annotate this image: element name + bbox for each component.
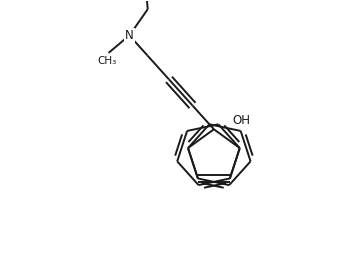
Text: N: N [125,29,134,42]
Text: CH₃: CH₃ [97,55,117,66]
Text: OH: OH [232,114,251,127]
